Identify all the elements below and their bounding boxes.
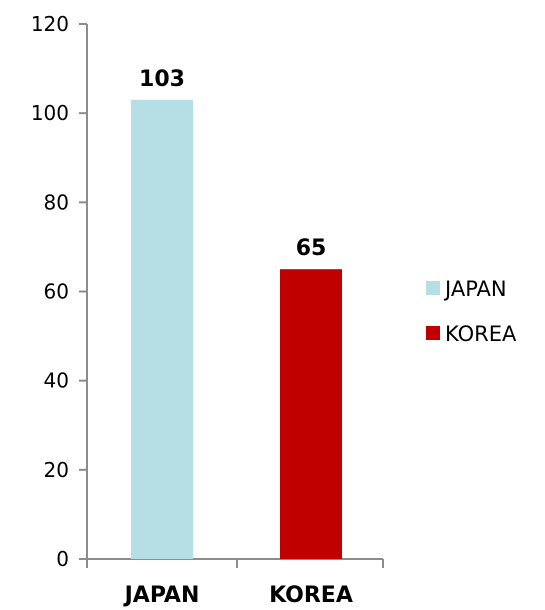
legend-label-korea: KOREA — [445, 322, 517, 346]
data-label-korea: 65 — [296, 236, 327, 261]
y-tick-label: 100 — [31, 101, 69, 125]
bars — [131, 99, 342, 560]
x-category-label: JAPAN — [123, 583, 200, 608]
y-tick-label: 40 — [44, 369, 69, 393]
y-tick-label: 0 — [56, 547, 69, 571]
x-category-label: KOREA — [269, 583, 353, 608]
y-tick-label: 60 — [44, 280, 69, 304]
y-tick-label: 20 — [44, 458, 69, 482]
legend-swatch-korea — [426, 326, 440, 340]
y-tick-label: 80 — [44, 190, 69, 214]
axes: 0 20 40 60 80 100 120 JAPAN KOREA — [31, 12, 384, 608]
legend-label-japan: JAPAN — [443, 277, 507, 301]
legend: JAPAN KOREA — [426, 277, 517, 346]
data-label-japan: 103 — [139, 67, 185, 92]
data-labels: 103 65 — [139, 67, 326, 261]
legend-swatch-japan — [426, 281, 440, 295]
bar-japan — [131, 99, 193, 560]
y-tick-label: 120 — [31, 12, 69, 36]
bar-korea — [280, 269, 342, 559]
